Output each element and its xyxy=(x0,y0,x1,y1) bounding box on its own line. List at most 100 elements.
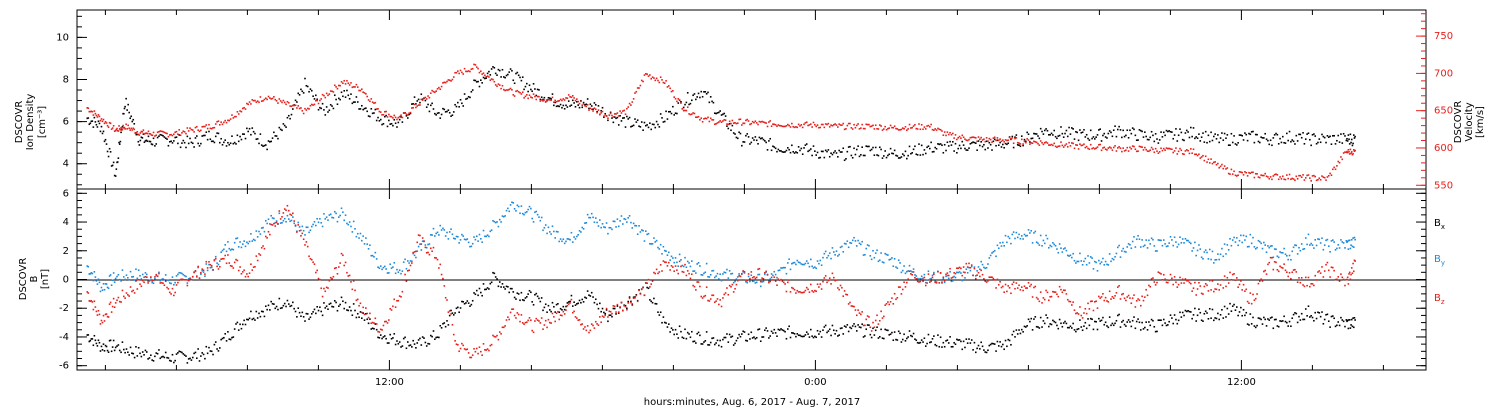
bx-point xyxy=(373,327,375,330)
bx-point xyxy=(793,332,796,335)
density-point xyxy=(467,95,470,98)
density-point xyxy=(901,153,904,155)
bz-point xyxy=(1149,285,1152,288)
bx-point xyxy=(1037,326,1039,328)
bx-point xyxy=(1003,348,1005,351)
bx-point xyxy=(739,335,742,338)
bx-point xyxy=(762,336,765,338)
by-point xyxy=(361,239,363,242)
bz-point xyxy=(231,265,233,268)
velocity-point xyxy=(1081,144,1084,147)
density-point xyxy=(1233,135,1235,137)
bz-point xyxy=(739,275,742,278)
by-point xyxy=(800,263,803,265)
velocity-point xyxy=(233,115,236,118)
bz-point xyxy=(607,316,609,318)
bx-point xyxy=(732,344,735,346)
by-point xyxy=(373,255,375,258)
velocity-point xyxy=(723,118,726,121)
by-point xyxy=(339,214,341,217)
density-point xyxy=(594,103,597,106)
velocity-point xyxy=(1176,153,1179,155)
by-point xyxy=(1084,257,1087,260)
by-point xyxy=(627,217,630,219)
velocity-point xyxy=(432,90,435,93)
velocity-point xyxy=(1322,176,1325,178)
density-point xyxy=(413,96,416,98)
bz-point xyxy=(1252,293,1254,296)
bx-point xyxy=(440,327,443,329)
velocity-point xyxy=(929,126,931,128)
by-point xyxy=(861,240,863,243)
by-point xyxy=(1115,252,1118,255)
bx-point xyxy=(689,336,692,339)
bx-point xyxy=(1102,316,1104,319)
bx-point xyxy=(378,337,381,339)
bx-point xyxy=(596,303,598,306)
density-point xyxy=(1273,134,1276,136)
density-point xyxy=(622,117,624,119)
density-point xyxy=(236,134,239,137)
velocity-point xyxy=(160,130,163,133)
density-point xyxy=(248,127,251,130)
bx-point xyxy=(369,318,371,320)
density-point xyxy=(1083,128,1085,131)
density-point xyxy=(342,95,344,98)
velocity-point xyxy=(428,96,431,99)
velocity-point xyxy=(609,112,612,115)
density-point xyxy=(90,120,93,123)
bx-point xyxy=(116,345,118,347)
density-point xyxy=(99,130,102,133)
velocity-point xyxy=(396,118,398,121)
by-point xyxy=(864,253,866,256)
density-point xyxy=(865,145,868,147)
by-point xyxy=(823,252,826,255)
bx-point xyxy=(99,350,102,352)
bz-point xyxy=(1202,293,1204,295)
density-point xyxy=(152,137,155,140)
by-point xyxy=(124,278,126,281)
density-point xyxy=(336,103,339,106)
by-point xyxy=(693,270,696,272)
velocity-point xyxy=(1080,144,1083,147)
bz-point xyxy=(711,294,713,297)
bx-point xyxy=(521,299,524,301)
density-point xyxy=(484,77,486,80)
velocity-point xyxy=(1257,176,1260,178)
bx-point xyxy=(1025,326,1027,328)
density-point xyxy=(532,82,535,85)
bz-point xyxy=(1319,272,1322,274)
velocity-point xyxy=(711,119,713,121)
density-point xyxy=(140,136,143,139)
bz-point xyxy=(174,291,176,294)
density-point xyxy=(1114,125,1116,127)
velocity-point xyxy=(250,103,252,105)
bx-point xyxy=(505,285,508,288)
bz-point xyxy=(776,284,778,287)
density-point xyxy=(1146,138,1149,141)
velocity-point xyxy=(777,124,780,126)
density-point xyxy=(511,69,513,72)
by-point xyxy=(1252,236,1254,239)
by-point xyxy=(688,262,690,264)
by-point xyxy=(1277,256,1280,259)
velocity-point xyxy=(408,112,410,115)
by-point xyxy=(976,270,978,272)
by-point xyxy=(1290,258,1292,261)
bx-point xyxy=(493,272,496,275)
density-point xyxy=(178,134,181,136)
by-point xyxy=(1314,239,1317,241)
by-point xyxy=(922,277,924,280)
bz-point xyxy=(1211,280,1214,282)
velocity-point xyxy=(164,132,167,134)
density-point xyxy=(900,156,903,158)
velocity-point xyxy=(186,127,189,129)
density-point xyxy=(820,150,823,153)
by-point xyxy=(738,273,740,275)
by-point xyxy=(707,275,709,278)
density-point xyxy=(619,114,621,117)
bx-point xyxy=(1296,321,1299,324)
velocity-point xyxy=(1302,174,1304,176)
bz-point xyxy=(854,309,857,311)
bz-point xyxy=(684,263,686,266)
